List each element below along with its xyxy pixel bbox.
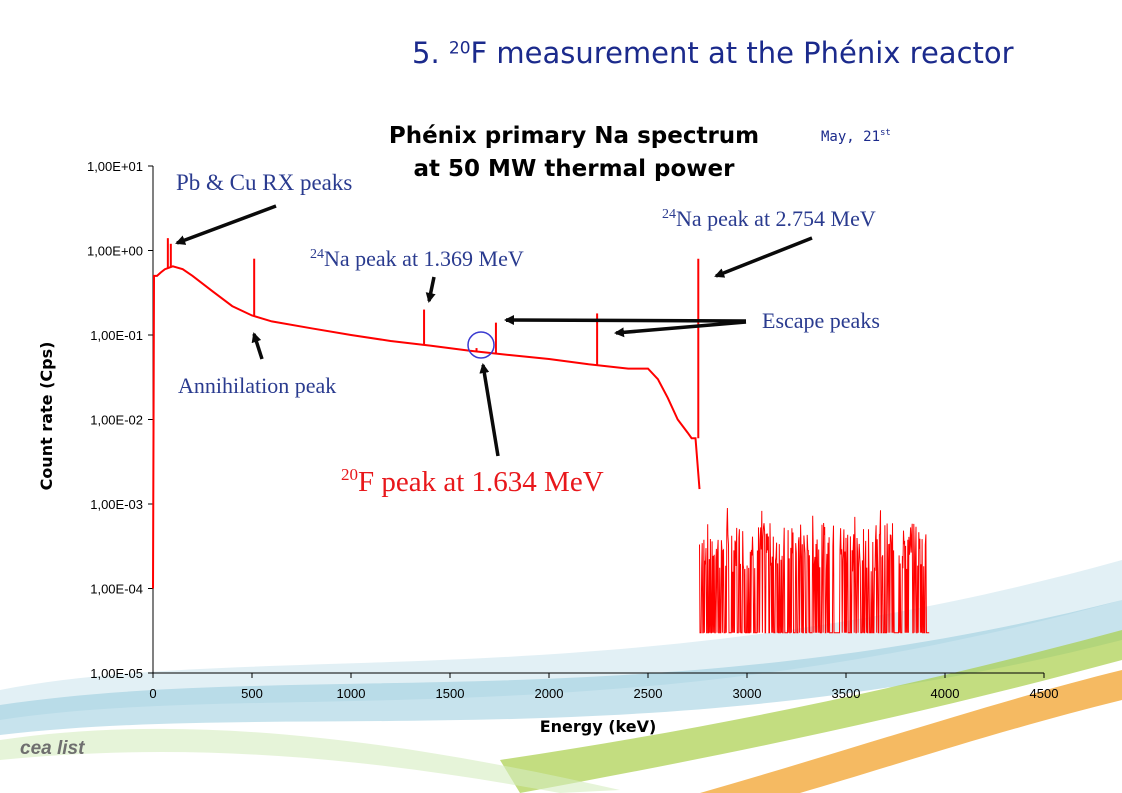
annotation-na2754: 24Na peak at 2.754 MeV [662,206,876,231]
x-tick-label: 1500 [436,686,465,701]
annotation-annihilation-text: Annihilation peak [178,373,336,398]
x-tick-label: 500 [241,686,263,701]
decorative-swoosh [0,560,1122,793]
y-tick-label: 1,00E-04 [90,582,143,597]
y-tick-label: 1,00E-02 [90,413,143,428]
slide-title: 5. 20F measurement at the Phénix reactor [412,36,1014,70]
chart-title-line2: at 50 MW thermal power [414,156,736,182]
f20-peak-circle [467,331,495,359]
annotation-na2754-text: Na peak at 2.754 MeV [676,206,876,231]
y-tick-label: 1,00E-03 [90,497,143,512]
x-tick-label: 1000 [337,686,366,701]
annotation-na1369-text: Na peak at 1.369 MeV [324,246,524,271]
date-superscript: st [880,128,891,138]
cea-list-logo: cea list [20,738,120,780]
arrow-pbcu [175,204,277,245]
annotation-escape: Escape peaks [762,308,880,333]
annotation-annihilation: Annihilation peak [178,373,336,398]
x-axis-label: Energy (keV) [540,717,657,736]
x-tick-label: 4000 [931,686,960,701]
spectrum-continuum [152,265,701,589]
y-axis-label: Count rate (Cps) [37,342,56,491]
spectrum-tail [699,507,930,634]
y-tick-label: 1,00E-01 [90,328,143,343]
chart-title-line1: Phénix primary Na spectrum [389,123,759,149]
annotation-pbcu-text: Pb & Cu RX peaks [176,170,352,195]
x-tick-label: 2000 [535,686,564,701]
annotation-f20-text: F peak at 1.634 MeV [358,466,604,498]
arrow-escape-1 [504,315,747,326]
arrow-f20 [479,363,500,457]
annotation-na1369-sup: 24 [310,247,324,262]
x-tick-label: 3500 [832,686,861,701]
y-tick-label: 1,00E-05 [90,666,143,681]
arrow-escape-2 [614,320,747,338]
date-label: May, 21st [821,128,891,145]
x-tick-label: 0 [149,686,156,701]
annotation-na2754-sup: 24 [662,207,676,222]
arrow-annihilation [251,332,264,360]
x-tick-labels: 0 500 1000 1500 2000 2500 3000 3500 4000 4500 [149,673,1058,701]
slide-title-superscript: 20 [448,38,471,59]
arrow-na2754 [714,236,813,278]
slide-title-prefix: 5. [412,36,449,70]
annotation-f20-sup: 20 [341,465,358,484]
x-tick-label: 4500 [1030,686,1059,701]
logo-mark: cea list [20,738,85,759]
date-text: May, 21 [821,129,880,145]
y-tick-label: 1,00E+01 [87,159,143,174]
annotation-f20: 20F peak at 1.634 MeV [341,465,604,498]
arrow-na1369 [425,276,436,303]
annotation-escape-text: Escape peaks [762,308,880,333]
annotation-pbcu: Pb & Cu RX peaks [176,170,352,195]
y-tick-label: 1,00E+00 [87,244,143,259]
annotation-na1369: 24Na peak at 1.369 MeV [310,246,524,271]
spectrum-series [152,238,930,634]
y-tick-labels: 1,00E-05 1,00E-04 1,00E-03 1,00E-02 1,00E-01… [87,159,153,681]
x-tick-label: 2500 [634,686,663,701]
plot-axes [152,166,1044,674]
annotation-arrows [175,204,813,457]
slide-title-text: F measurement at the Phénix reactor [470,36,1014,70]
x-tick-label: 3000 [733,686,762,701]
